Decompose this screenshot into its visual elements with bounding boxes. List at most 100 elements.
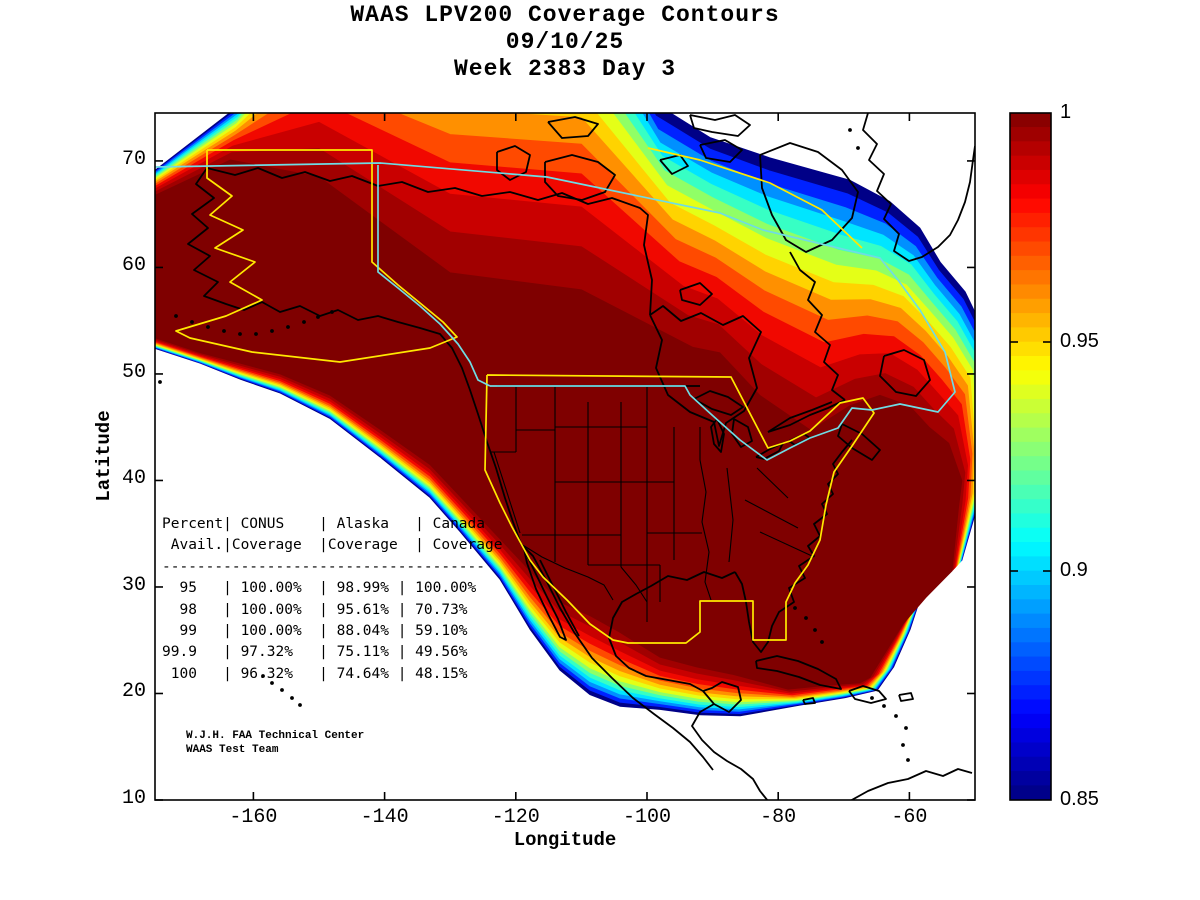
island-dot [804,616,808,620]
island-dot [270,681,274,685]
island-dot [190,320,194,324]
x-tick-label: -120 [491,806,540,829]
y-tick-label: 70 [121,147,146,171]
colorbar-step [1010,627,1051,643]
map-path [484,374,875,644]
colorbar-step [1010,441,1051,457]
chart-week-day: Week 2383 Day 3 [453,56,677,82]
colorbar-step [1010,298,1051,314]
colorbar-step [1010,656,1051,672]
map-path [539,559,580,637]
map-path [649,305,762,447]
island-dot [316,315,320,319]
colorbar-step [1010,527,1051,543]
colorbar-step [1010,728,1051,744]
state-borders [490,387,813,622]
colorbar-step [1010,270,1051,286]
map-path [756,467,789,499]
colorbar-step [1010,742,1051,758]
island-dot [270,329,274,333]
island-dot [290,696,294,700]
colorbar-step [1010,771,1051,786]
colorbar-tick-label: 0.9 [1060,559,1088,581]
map-path [726,467,734,563]
colorbar-step [1010,670,1051,686]
colorbar-step [1010,141,1051,157]
colorbar-step [1010,613,1051,629]
x-tick-label: -80 [760,806,797,829]
colorbar-step [1010,341,1051,357]
map-path [544,154,616,201]
y-tick-label: 60 [121,254,146,278]
colorbar-step [1010,699,1051,715]
colorbar-step [1010,484,1051,500]
map-path [848,685,887,704]
island-dot [901,743,905,747]
x-tick-label: -60 [891,806,928,829]
map-path [755,655,842,690]
colorbar-frame [1009,112,1052,801]
colorbar-step [1010,155,1051,171]
y-tick-label: 10 [121,787,146,810]
colorbar-tick-label: 1 [1060,101,1072,123]
map-path [187,167,522,545]
colorbar-step [1010,570,1051,586]
map-path [691,703,769,800]
map-path [767,401,833,433]
colorbar-step [1010,713,1051,729]
island-dot [813,628,817,632]
colorbar-step [1010,313,1051,328]
map-path [520,543,614,601]
chart-title: WAAS LPV200 Coverage Contours [350,2,780,28]
island-dot [286,325,290,329]
map-path [898,692,914,702]
island-dot [280,688,284,692]
island-dot [298,703,302,707]
coverage-table: Percent| CONUS | Alaska | Canada Avail.|… [162,516,503,682]
island-dot [894,714,898,718]
colorbar-step [1010,785,1051,801]
map-path [679,282,713,306]
colorbar-step [1010,499,1051,515]
x-tick-label: -140 [360,806,409,829]
map-path [755,442,784,460]
service-area-boundaries-cyan [155,162,956,461]
map-path [699,459,712,601]
colorbar-step [1010,413,1051,429]
credit-org: W.J.H. FAA Technical Center [186,730,365,742]
map-path [802,697,816,705]
colorbar-step [1010,255,1051,271]
island-dot [793,606,797,610]
island-dot [856,146,860,150]
axis-tick-marks [155,113,975,801]
plot-frame [154,112,976,801]
colorbar-step [1010,169,1051,185]
map-path [206,167,653,316]
x-tick-label: -160 [229,806,278,829]
y-tick-label: 20 [121,680,146,704]
colorbar-step [1010,470,1051,486]
map-path [647,147,863,249]
colorbar-step [1010,542,1051,557]
coastlines [187,113,975,800]
map-path [767,399,846,433]
colorbar-step [1010,398,1051,414]
island-dot [206,325,210,329]
map-path [608,571,736,692]
colorbar-step [1010,112,1051,128]
colorbar-step [1010,427,1051,443]
island-dot [261,674,265,678]
island-dot [158,380,162,384]
colorbar-step [1010,212,1051,228]
island-dot [904,726,908,730]
map-path [523,548,567,641]
colorbar-step [1010,756,1051,772]
map-path [759,531,813,557]
map-path [789,251,846,401]
map-path [155,162,956,461]
colorbar-step [1010,456,1051,472]
island-dot [174,314,178,318]
island-dot [882,704,886,708]
colorbar-step [1010,585,1051,600]
